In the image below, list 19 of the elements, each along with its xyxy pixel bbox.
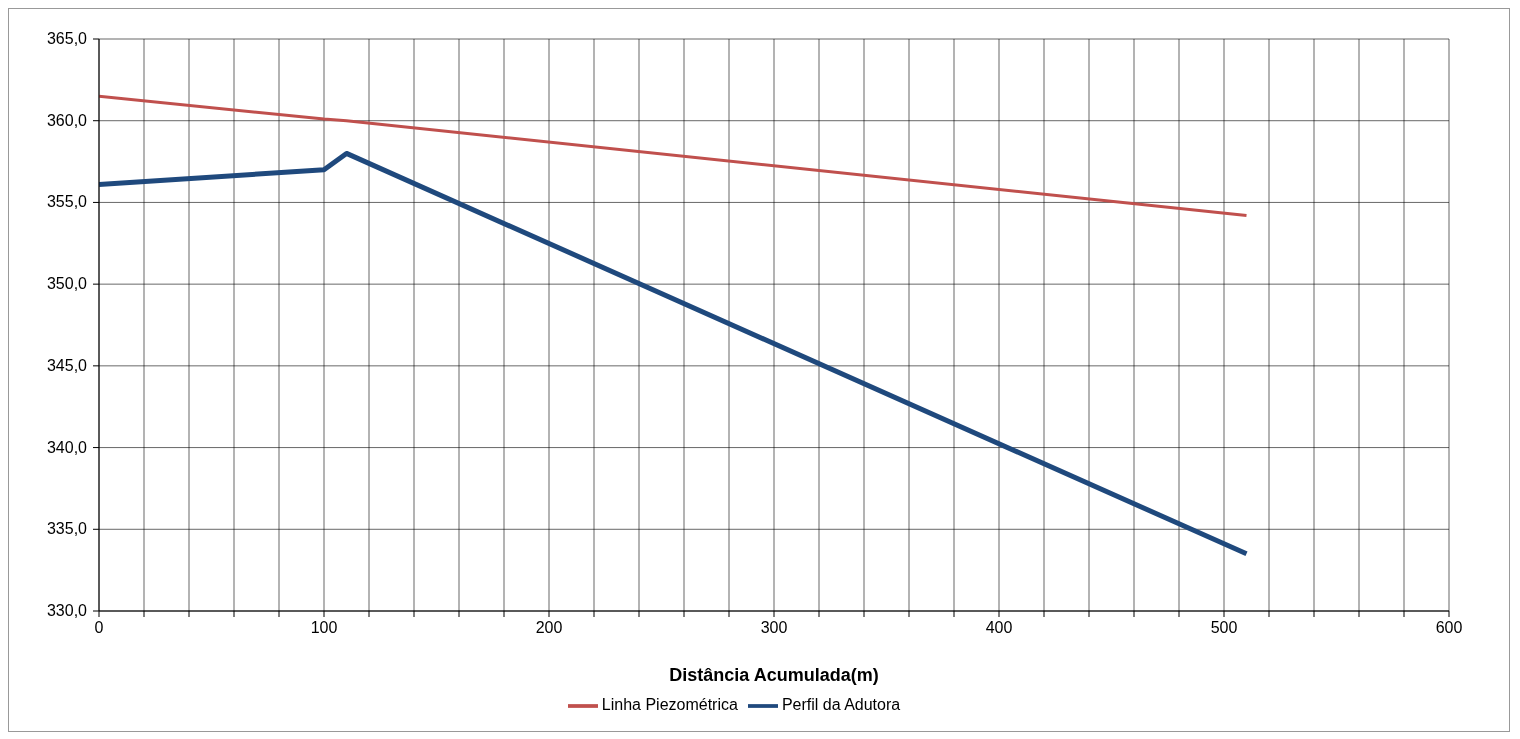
x-axis-title: Distância Acumulada(m): [669, 665, 879, 685]
y-tick-label: 335,0: [46, 520, 88, 538]
y-tick-label: 360,0: [46, 111, 88, 129]
x-tick-label: 200: [535, 619, 563, 636]
x-tick-label: 500: [1210, 619, 1238, 636]
y-tick-label: 355,0: [46, 193, 88, 211]
y-tick-label: 350,0: [46, 275, 88, 293]
legend-label: Perfil da Adutora: [781, 696, 901, 714]
x-tick-label: 600: [1435, 619, 1463, 636]
x-tick-label: 400: [985, 619, 1013, 636]
y-tick-label: 365,0: [46, 30, 88, 47]
x-tick-label: 300: [760, 619, 788, 636]
legend-label: Linha Piezométrica: [601, 696, 738, 714]
y-tick-label: 345,0: [46, 356, 88, 374]
x-tick-label: 0: [94, 619, 104, 636]
line-series: [99, 94, 1248, 217]
y-tick-label: 340,0: [46, 438, 88, 456]
y-tick-label: 330,0: [46, 602, 88, 619]
x-tick-label: 100: [310, 619, 338, 636]
